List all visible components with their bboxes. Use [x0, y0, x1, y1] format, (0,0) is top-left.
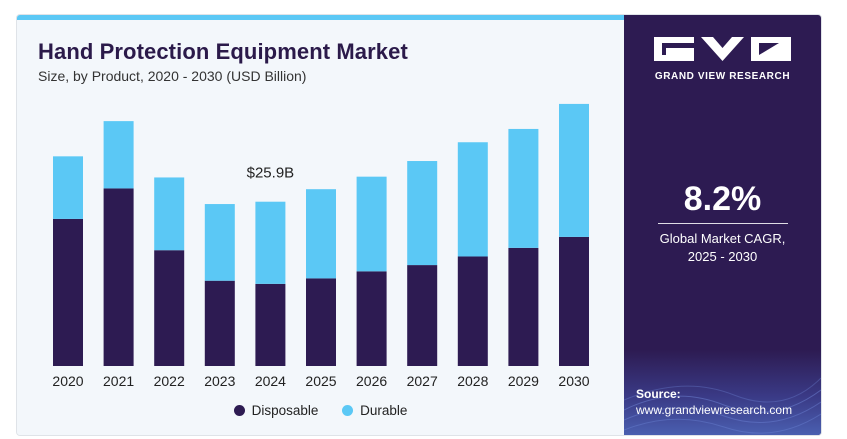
legend-label-durable: Durable [360, 403, 408, 418]
annotation-2024: $25.9B [247, 165, 295, 182]
source-link[interactable]: www.grandviewresearch.com [636, 403, 793, 417]
x-tick-label-2026: 2026 [356, 373, 387, 389]
chart-title: Hand Protection Equipment Market [38, 39, 408, 64]
cagr-label-line2: 2025 - 2030 [687, 249, 758, 264]
bar-durable-2029 [508, 128, 539, 248]
cagr-label-line1: Global Market CAGR, [659, 231, 786, 246]
info-sidebar: GRAND VIEW RESEARCH 8.2% Global Market C… [624, 15, 821, 435]
x-tick-label-2021: 2021 [103, 373, 134, 389]
bar-disposable-2028 [457, 256, 488, 366]
legend-swatch-durable [342, 405, 354, 416]
bar-disposable-2027 [407, 265, 438, 366]
stacked-bar-chart: 2020 2021 2022 2023 2024 $25.9B 2025 2026 2027 20… [52, 103, 590, 389]
bar-disposable-2020 [53, 218, 83, 366]
bar-durable-2027 [407, 161, 438, 266]
bar-disposable-2026 [356, 271, 387, 366]
bar-durable-2020 [53, 156, 83, 219]
x-tick-label-2022: 2022 [154, 373, 185, 389]
accent-bar [17, 15, 624, 20]
bar-durable-2028 [457, 142, 488, 257]
chart-legend: Disposable Durable [17, 403, 624, 419]
cagr-value: 8.2% [683, 180, 762, 218]
bar-disposable-2025 [306, 278, 336, 366]
x-tick-label-2023: 2023 [204, 373, 235, 389]
bar-durable-2030 [559, 103, 589, 237]
bar-durable-2026 [356, 176, 387, 272]
bar-disposable-2023 [204, 280, 235, 366]
cagr-divider [658, 223, 788, 224]
bar-disposable-2021 [103, 188, 134, 366]
x-tick-label-2025: 2025 [305, 373, 336, 389]
bar-disposable-2024 [255, 283, 286, 366]
x-tick-label-2020: 2020 [52, 373, 83, 389]
legend-swatch-disposable [233, 405, 245, 416]
legend-item-disposable: Disposable [233, 403, 319, 418]
x-tick-label-2024: 2024 [255, 373, 286, 389]
legend-item-durable: Durable [342, 403, 407, 418]
bar-durable-2022 [154, 177, 185, 251]
wave-pattern [624, 377, 821, 434]
bar-disposable-2022 [154, 250, 185, 366]
cagr-label: Global Market CAGR, 2025 - 2030 [624, 230, 821, 266]
grand-view-research-logo [654, 37, 791, 61]
infographic-card: Hand Protection Equipment Market Size, b… [16, 14, 822, 436]
bar-durable-2025 [306, 189, 336, 279]
chart-panel: Hand Protection Equipment Market Size, b… [17, 20, 624, 435]
bar-durable-2024 [255, 201, 286, 284]
bar-durable-2023 [204, 204, 235, 281]
brand-name: GRAND VIEW RESEARCH [654, 71, 791, 82]
chart-subtitle: Size, by Product, 2020 - 2030 (USD Billi… [38, 68, 307, 84]
x-tick-label-2027: 2027 [407, 373, 438, 389]
bar-disposable-2029 [508, 247, 539, 366]
x-tick-label-2029: 2029 [508, 373, 539, 389]
source-background [624, 350, 821, 435]
bar-disposable-2030 [559, 236, 589, 366]
x-tick-label-2028: 2028 [457, 373, 488, 389]
bar-durable-2021 [103, 121, 134, 189]
legend-label-disposable: Disposable [251, 403, 319, 418]
x-tick-label-2030: 2030 [558, 373, 589, 389]
source-title: Source: [636, 387, 681, 401]
